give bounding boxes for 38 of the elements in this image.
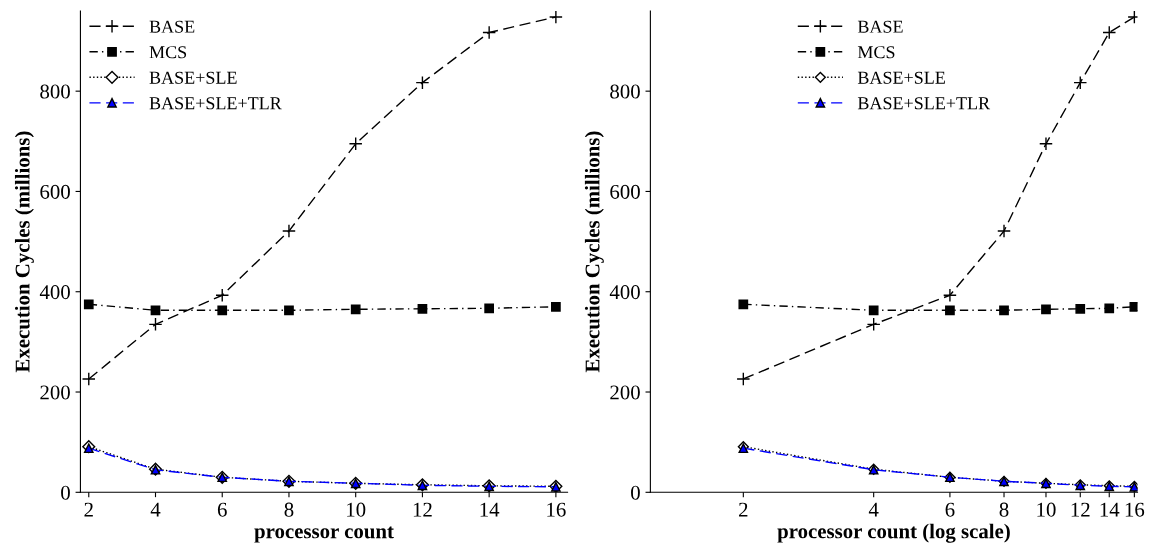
y-tick-label: 800 <box>40 84 70 99</box>
legend-label: BASE+SLE <box>857 71 945 84</box>
x-tick-label: 12 <box>1071 502 1090 517</box>
x-tick-label: 14 <box>480 502 500 517</box>
x-tick-label: 10 <box>1037 502 1056 517</box>
x-tick-label: 4 <box>868 502 879 517</box>
y-axis-title: Execution Cycles (millions) <box>14 131 34 373</box>
legend-label: MCS <box>857 46 895 59</box>
y-tick-label: 0 <box>61 485 70 500</box>
legend-label: BASE <box>149 20 195 33</box>
x-tick-label: 8 <box>999 502 1009 517</box>
x-tick-label: 8 <box>284 502 294 517</box>
legend-label: BASE+SLE+TLR <box>149 97 282 110</box>
x-tick-label: 16 <box>1125 502 1145 517</box>
x-tick-label: 6 <box>945 502 955 517</box>
x-tick-label: 14 <box>1100 502 1120 517</box>
legend-label: BASE <box>857 20 903 33</box>
y-tick-label: 400 <box>609 285 640 300</box>
x-tick-label: 2 <box>739 502 748 517</box>
y-tick-label: 400 <box>39 285 70 300</box>
x-tick-label: 12 <box>413 502 432 517</box>
y-tick-label: 800 <box>610 84 640 99</box>
x-tick-label: 6 <box>217 502 227 517</box>
legend-label: BASE+SLE+TLR <box>857 97 991 110</box>
y-tick-label: 0 <box>631 485 640 500</box>
y-tick-label: 600 <box>610 184 640 199</box>
legend-label: MCS <box>149 46 187 59</box>
x-tick-label: 16 <box>547 502 566 517</box>
y-axis-title: Execution Cycles (millions) <box>584 131 604 373</box>
y-tick-label: 200 <box>610 385 640 400</box>
x-axis-title: processor count (log scale) <box>777 523 1010 543</box>
legend-label: BASE+SLE <box>149 71 237 84</box>
x-tick-label: 10 <box>347 502 366 517</box>
y-tick-label: 200 <box>40 385 70 400</box>
y-tick-label: 600 <box>40 184 70 199</box>
x-axis-title: processor count <box>254 526 394 543</box>
x-tick-label: 2 <box>84 502 93 517</box>
x-tick-label: 4 <box>150 502 161 517</box>
